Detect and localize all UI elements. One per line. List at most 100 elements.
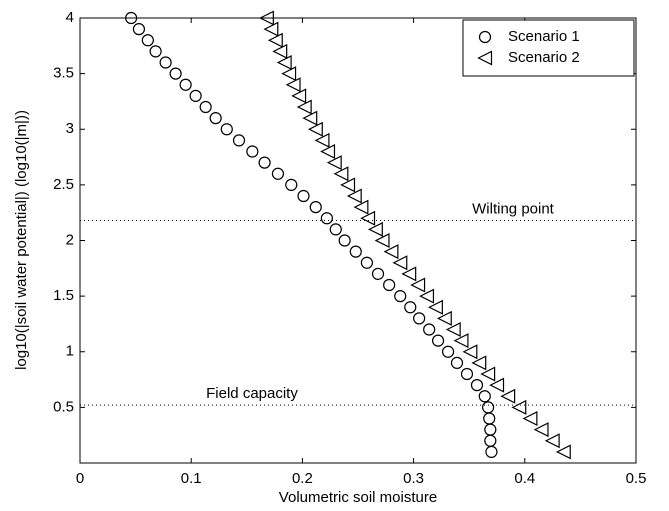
point xyxy=(232,134,246,147)
point xyxy=(271,167,285,180)
point xyxy=(326,155,342,171)
point xyxy=(125,11,138,25)
point xyxy=(220,123,233,136)
plot-frame xyxy=(79,17,637,464)
legend-marker xyxy=(478,30,492,44)
point xyxy=(307,121,323,137)
point xyxy=(441,345,455,358)
point xyxy=(533,422,549,438)
point xyxy=(371,267,385,280)
point xyxy=(297,189,310,203)
point xyxy=(383,278,396,292)
point xyxy=(383,244,399,260)
point xyxy=(367,221,383,237)
point xyxy=(302,110,318,126)
point xyxy=(394,290,407,303)
point xyxy=(353,199,369,215)
point xyxy=(281,66,297,82)
y-tick-label: 3.5 xyxy=(53,65,74,82)
point xyxy=(149,45,162,58)
point xyxy=(291,88,307,104)
y-tick-label: 1 xyxy=(66,343,74,360)
point xyxy=(401,266,417,282)
point xyxy=(263,21,279,37)
point xyxy=(470,379,484,392)
x-tick-label: 0.2 xyxy=(292,470,313,487)
point xyxy=(485,445,498,458)
point xyxy=(460,367,474,381)
point xyxy=(338,234,351,247)
point xyxy=(246,145,259,158)
point xyxy=(320,144,336,159)
point xyxy=(189,89,202,102)
legend-box xyxy=(462,19,635,77)
point xyxy=(500,388,516,404)
point xyxy=(272,43,288,59)
point xyxy=(489,377,505,393)
point xyxy=(258,156,271,169)
point xyxy=(360,256,373,269)
point xyxy=(346,188,362,204)
point xyxy=(484,434,497,447)
point xyxy=(276,55,292,70)
point xyxy=(258,10,274,26)
point xyxy=(349,245,362,258)
y-tick-label: 2 xyxy=(66,231,74,248)
point xyxy=(132,23,146,36)
point xyxy=(209,112,222,125)
x-axis-label: Volumetric soil moisture xyxy=(279,489,437,506)
y-tick-label: 0.5 xyxy=(53,398,74,415)
x-tick-label: 0.3 xyxy=(403,470,424,487)
point xyxy=(360,210,376,226)
point xyxy=(392,255,408,271)
x-tick-label: 0.1 xyxy=(181,470,202,487)
point xyxy=(453,333,469,349)
point xyxy=(478,390,491,403)
annotation: Wilting point xyxy=(472,200,555,217)
point xyxy=(329,223,342,236)
point xyxy=(285,178,298,191)
point xyxy=(199,100,212,114)
point xyxy=(445,322,461,337)
point xyxy=(410,277,426,293)
point xyxy=(511,399,527,415)
point xyxy=(522,411,538,426)
point xyxy=(436,310,452,326)
x-tick-label: 0.4 xyxy=(514,470,535,487)
annotation: Field capacity xyxy=(206,385,298,402)
point xyxy=(544,433,560,449)
point xyxy=(482,401,495,414)
point xyxy=(309,201,322,214)
point xyxy=(427,299,443,315)
point xyxy=(480,366,496,382)
y-tick-label: 2.5 xyxy=(53,176,74,193)
point xyxy=(555,444,571,460)
x-tick-label: 0.5 xyxy=(626,470,647,487)
point xyxy=(483,412,496,425)
legend-label: Scenario 2 xyxy=(508,49,580,66)
point xyxy=(484,423,497,436)
point xyxy=(179,78,192,91)
point xyxy=(404,301,417,314)
point xyxy=(169,67,182,80)
y-tick-label: 4 xyxy=(66,9,74,26)
point xyxy=(141,34,154,47)
point xyxy=(423,323,436,336)
point xyxy=(462,344,478,360)
legend-marker xyxy=(477,50,493,66)
point xyxy=(340,177,356,193)
point xyxy=(471,355,487,371)
y-tick-label: 3 xyxy=(66,120,74,137)
point xyxy=(320,212,333,225)
point xyxy=(267,32,283,48)
point xyxy=(314,132,330,148)
x-tick-label: 0 xyxy=(76,470,84,487)
point xyxy=(431,334,445,347)
point xyxy=(413,312,426,325)
point xyxy=(374,233,390,248)
point xyxy=(296,99,312,115)
point xyxy=(419,288,435,304)
point xyxy=(333,166,349,182)
